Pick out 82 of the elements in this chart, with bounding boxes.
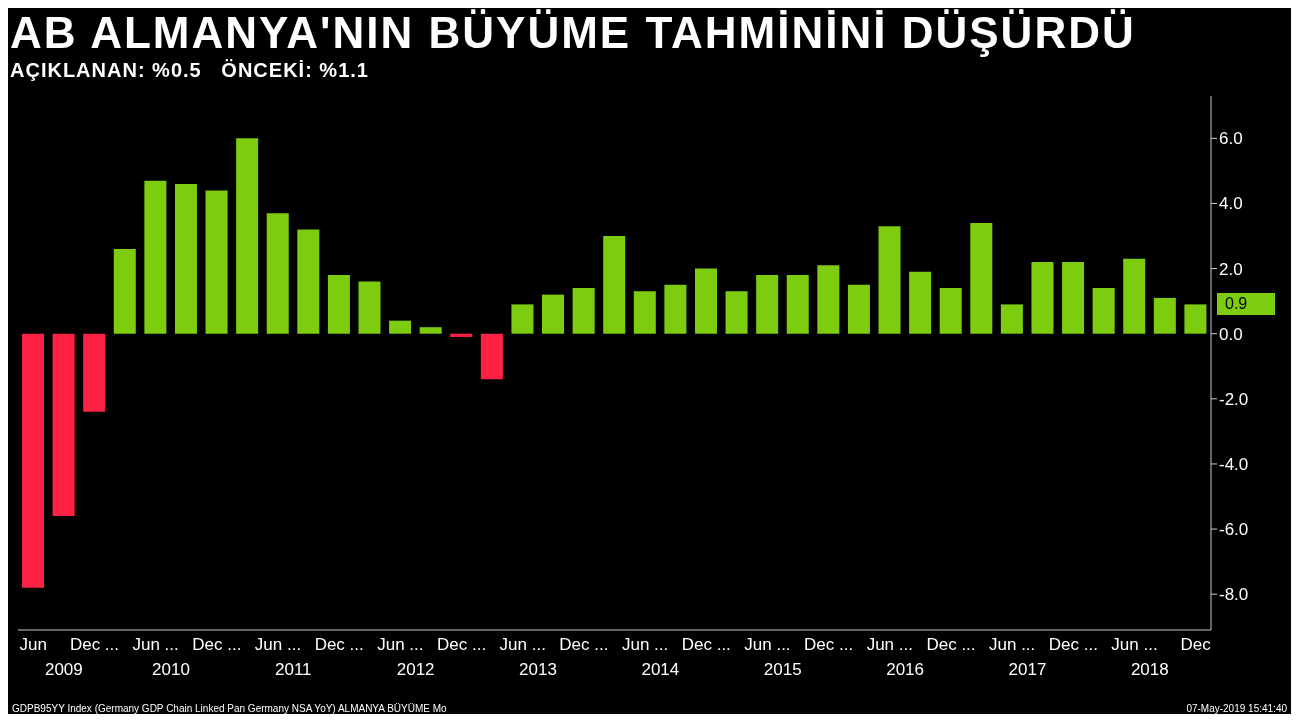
text: 2010 — [151, 660, 191, 680]
bar — [419, 327, 442, 334]
bar — [22, 333, 45, 588]
bar — [52, 333, 75, 517]
bar — [909, 271, 932, 334]
x-tick-label: Dec ... — [559, 635, 609, 655]
bar — [511, 304, 534, 334]
x-tick-label: Dec ... — [804, 635, 854, 655]
x-tick-label: Dec ... — [926, 635, 976, 655]
x-tick-label: Jun — [19, 635, 48, 655]
x-tick-label: Jun ... — [377, 635, 424, 655]
bar — [450, 333, 473, 337]
bar — [327, 275, 350, 334]
x-tick-label: Dec ... — [436, 635, 487, 655]
y-tick-label: -6.0 — [1219, 520, 1249, 540]
x-tick-label: Jun ... — [866, 635, 913, 655]
bar — [297, 229, 320, 334]
text: 2012 — [395, 660, 436, 680]
chart-subtitle: AÇIKLANAN: %0.5 ÖNCEKİ: %1.1 — [9, 58, 370, 82]
bar — [603, 236, 626, 334]
bar — [878, 226, 901, 334]
bar — [725, 291, 748, 334]
chart-title: AB ALMANYA'NIN BÜYÜME TAHMİNİNİ DÜŞÜRDÜ — [9, 8, 1137, 58]
y-tick-label: -8.0 — [1219, 585, 1249, 605]
bar — [144, 180, 167, 334]
y-tick-label: -4.0 — [1219, 454, 1249, 474]
text: 07-May-2019 15:41:40 — [1186, 703, 1287, 714]
bar — [1184, 304, 1207, 334]
bar — [817, 265, 840, 334]
x-tick-label: Dec ... — [681, 635, 731, 655]
bar — [266, 213, 289, 334]
text: 2014 — [640, 660, 681, 680]
bar — [1000, 304, 1023, 334]
bar — [1092, 288, 1115, 334]
y-tick-label: 6.0 — [1219, 129, 1243, 149]
bar — [205, 190, 228, 334]
x-tick-label: Jun ... — [1111, 635, 1158, 655]
x-tick-label: Jun ... — [254, 635, 302, 655]
y-tick-label: 2.0 — [1219, 259, 1243, 279]
text: 2015 — [762, 660, 803, 680]
text: 2017 — [1007, 660, 1048, 680]
text: 2011 — [274, 660, 313, 680]
bar — [1062, 262, 1085, 334]
bar — [1031, 262, 1054, 334]
x-tick-label: Jun ... — [989, 635, 1036, 655]
bar — [939, 288, 962, 334]
bar — [847, 284, 870, 334]
bar — [480, 333, 503, 380]
x-tick-label: Jun ... — [132, 635, 179, 655]
text: 2018 — [1129, 660, 1170, 680]
x-tick-label: Jun ... — [744, 635, 791, 655]
text: 0.9 — [1217, 293, 1275, 316]
y-tick-label: -2.0 — [1219, 389, 1249, 409]
x-tick-label: Jun ... — [499, 635, 546, 655]
bar — [236, 138, 259, 334]
text: GDPB95YY Index (Germany GDP Chain Linked Pan Germany NSA YoY) ALMANYA BÜYÜME Mo — [12, 703, 447, 714]
bar — [664, 284, 687, 334]
x-tick-label: Dec — [1180, 635, 1212, 655]
bar — [113, 249, 136, 334]
text: 2016 — [885, 660, 925, 680]
text: 2009 — [43, 660, 84, 680]
bar — [572, 288, 595, 334]
x-tick-label: Dec ... — [314, 635, 364, 655]
bar — [1153, 297, 1176, 334]
text: 2013 — [518, 660, 558, 680]
bar — [970, 222, 993, 334]
x-tick-label: Dec ... — [69, 635, 120, 655]
x-tick-label: Dec ... — [1048, 635, 1098, 655]
x-tick-label: Dec ... — [192, 635, 242, 655]
bar — [633, 291, 656, 334]
bar — [1123, 258, 1146, 334]
y-tick-label: 0.0 — [1219, 324, 1243, 344]
bar — [542, 294, 565, 334]
bar — [786, 275, 809, 334]
bar — [756, 275, 779, 334]
x-tick-label: Jun ... — [621, 635, 669, 655]
bar — [694, 268, 717, 334]
bar — [389, 320, 412, 334]
bar — [174, 183, 197, 334]
bar — [358, 281, 381, 334]
bar — [83, 333, 106, 412]
y-tick-label: 4.0 — [1219, 194, 1243, 214]
